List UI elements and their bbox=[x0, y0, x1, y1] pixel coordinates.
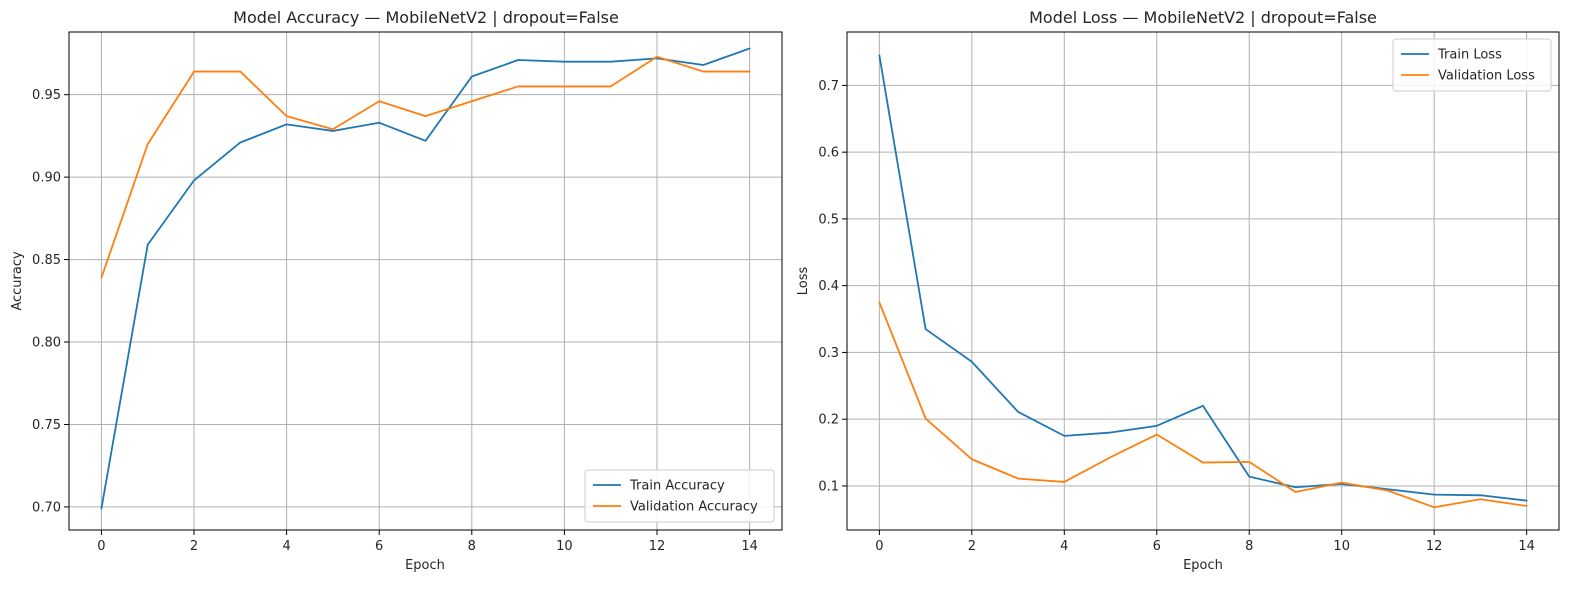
train-accuracy-line bbox=[100, 47, 751, 510]
loss-plot-frame bbox=[846, 31, 1560, 531]
loss-legend: Train Loss Validation Loss bbox=[1392, 38, 1552, 92]
loss-grid bbox=[847, 32, 1559, 530]
accuracy-series bbox=[100, 47, 751, 510]
accuracy-y-tick-label: 0.80 bbox=[32, 336, 61, 351]
loss-ticks: 0 2 4 6 8 10 12 14 0.1 0.2 0.3 0.4 0.5 0.6 0.7 bbox=[818, 79, 1535, 554]
loss-x-tick-label: 10 bbox=[1333, 539, 1350, 554]
accuracy-legend-box bbox=[584, 469, 775, 523]
accuracy-chart: Model Accuracy — MobileNetV2 | dropout=F… bbox=[10, 8, 783, 573]
accuracy-x-tick-label: 14 bbox=[741, 539, 758, 554]
loss-x-tick-label: 6 bbox=[1153, 539, 1161, 554]
accuracy-ticks: 0 2 4 6 8 10 12 14 0.70 0.75 0.80 0.85 0.90 0.95 bbox=[32, 88, 758, 554]
accuracy-y-tick-label: 0.75 bbox=[32, 418, 61, 433]
accuracy-x-tick-label: 6 bbox=[375, 539, 383, 554]
accuracy-plot-frame bbox=[68, 31, 783, 531]
train-accuracy-legend-label: Train Accuracy bbox=[629, 479, 725, 494]
loss-y-tick-label: 0.2 bbox=[818, 413, 839, 428]
loss-x-tick-label: 8 bbox=[1245, 539, 1253, 554]
loss-x-tick-label: 14 bbox=[1518, 539, 1535, 554]
loss-x-tick-label: 0 bbox=[875, 539, 883, 554]
loss-chart-title: Model Loss — MobileNetV2 | dropout=False bbox=[1029, 8, 1377, 27]
loss-x-axis-label: Epoch bbox=[1183, 558, 1223, 573]
loss-chart: Model Loss — MobileNetV2 | dropout=False… bbox=[796, 8, 1560, 573]
loss-y-tick-label: 0.5 bbox=[818, 212, 839, 227]
train-loss-line bbox=[878, 54, 1528, 502]
accuracy-x-tick-label: 10 bbox=[556, 539, 573, 554]
loss-y-tick-label: 0.7 bbox=[818, 79, 839, 94]
loss-legend-box bbox=[1392, 38, 1552, 92]
accuracy-y-tick-label: 0.95 bbox=[32, 88, 61, 103]
train-loss-legend-label: Train Loss bbox=[1437, 48, 1502, 63]
loss-x-tick-label: 4 bbox=[1060, 539, 1068, 554]
loss-y-tick-label: 0.3 bbox=[818, 346, 839, 361]
validation-loss-legend-label: Validation Loss bbox=[1438, 69, 1535, 84]
validation-loss-line bbox=[878, 301, 1528, 509]
accuracy-y-tick-label: 0.70 bbox=[32, 500, 61, 515]
validation-accuracy-line bbox=[100, 55, 751, 279]
accuracy-x-tick-label: 2 bbox=[190, 539, 198, 554]
accuracy-x-tick-label: 4 bbox=[282, 539, 290, 554]
accuracy-chart-title: Model Accuracy — MobileNetV2 | dropout=F… bbox=[233, 8, 619, 27]
accuracy-y-tick-label: 0.85 bbox=[32, 253, 61, 268]
validation-accuracy-legend-label: Validation Accuracy bbox=[630, 500, 758, 515]
loss-y-tick-label: 0.4 bbox=[818, 279, 839, 294]
loss-series bbox=[878, 54, 1528, 509]
accuracy-y-axis-label: Accuracy bbox=[10, 251, 25, 311]
loss-x-tick-label: 2 bbox=[968, 539, 976, 554]
loss-y-tick-label: 0.6 bbox=[818, 146, 839, 161]
accuracy-y-tick-label: 0.90 bbox=[32, 171, 61, 186]
accuracy-legend: Train Accuracy Validation Accuracy bbox=[584, 469, 775, 523]
accuracy-x-tick-label: 0 bbox=[97, 539, 105, 554]
loss-y-tick-label: 0.1 bbox=[818, 479, 839, 494]
loss-x-tick-label: 12 bbox=[1426, 539, 1443, 554]
accuracy-x-axis-label: Epoch bbox=[405, 558, 445, 573]
accuracy-x-tick-label: 12 bbox=[649, 539, 666, 554]
accuracy-grid bbox=[69, 32, 782, 530]
accuracy-x-tick-label: 8 bbox=[468, 539, 476, 554]
loss-y-axis-label: Loss bbox=[796, 267, 811, 296]
